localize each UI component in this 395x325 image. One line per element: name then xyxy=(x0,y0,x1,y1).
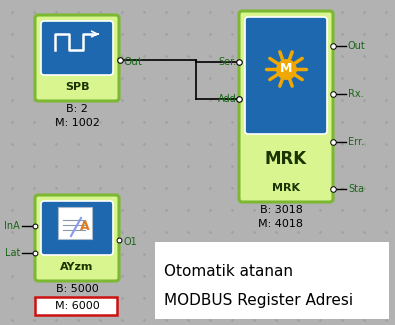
Text: M: 4018: M: 4018 xyxy=(258,219,303,229)
Text: Rx.: Rx. xyxy=(348,89,364,99)
FancyBboxPatch shape xyxy=(35,195,119,281)
Text: Lat: Lat xyxy=(5,248,20,258)
Text: B: 2: B: 2 xyxy=(66,104,88,114)
FancyBboxPatch shape xyxy=(41,21,113,75)
Text: Out: Out xyxy=(348,41,366,51)
Text: MRK: MRK xyxy=(272,183,300,193)
FancyBboxPatch shape xyxy=(245,17,327,134)
FancyBboxPatch shape xyxy=(41,201,113,255)
FancyBboxPatch shape xyxy=(155,242,389,319)
Text: A: A xyxy=(80,220,90,233)
FancyBboxPatch shape xyxy=(239,11,333,202)
Text: Add: Add xyxy=(218,94,237,104)
Text: M: 6000: M: 6000 xyxy=(55,301,100,311)
Text: M: M xyxy=(280,62,292,75)
Text: Sta: Sta xyxy=(348,184,364,194)
Text: M: 1002: M: 1002 xyxy=(55,118,100,128)
Text: AYzm: AYzm xyxy=(60,262,94,272)
Text: B: 3018: B: 3018 xyxy=(260,205,303,215)
Text: Err.: Err. xyxy=(348,137,364,147)
FancyBboxPatch shape xyxy=(35,297,117,315)
Text: O1: O1 xyxy=(123,237,137,247)
Text: MRK: MRK xyxy=(265,150,307,168)
Text: InA: InA xyxy=(4,221,20,231)
Text: Ser.: Ser. xyxy=(219,57,237,67)
FancyBboxPatch shape xyxy=(58,207,92,239)
Text: Otomatik atanan: Otomatik atanan xyxy=(164,264,293,279)
Text: SPB: SPB xyxy=(65,82,89,92)
Text: B: 5000: B: 5000 xyxy=(56,284,98,294)
FancyBboxPatch shape xyxy=(35,15,119,101)
Text: Out: Out xyxy=(123,57,142,67)
Text: MODBUS Register Adresi: MODBUS Register Adresi xyxy=(164,293,353,308)
